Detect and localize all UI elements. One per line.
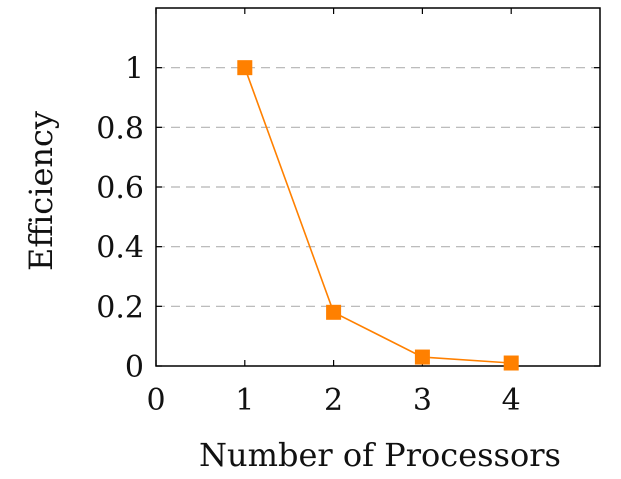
x-tick-label: 4 [502,383,521,418]
data-point [414,349,430,365]
y-tick-label: 0.2 [96,290,144,325]
x-tick-label: 0 [146,383,165,418]
data-point [237,60,253,76]
y-axis-label: Efficiency [22,111,60,271]
axis-ticks: 0 0.2 0.4 0.6 0.8 1 0 1 2 3 4 [96,8,600,418]
series-layer [237,60,519,371]
y-tick-label: 0.8 [96,111,144,146]
x-tick-label: 3 [413,383,432,418]
data-point [503,355,519,371]
series-line [244,67,512,364]
data-point [326,304,342,320]
x-axis-label: Number of Processors [199,436,561,474]
x-tick-label: 2 [324,383,343,418]
y-tick-label: 0.4 [96,231,144,266]
grid-lines [156,67,600,307]
y-tick-label: 0.6 [96,171,144,206]
y-tick-label: 1 [125,52,144,87]
y-tick-label: 0 [125,350,144,385]
x-tick-label: 1 [235,383,254,418]
